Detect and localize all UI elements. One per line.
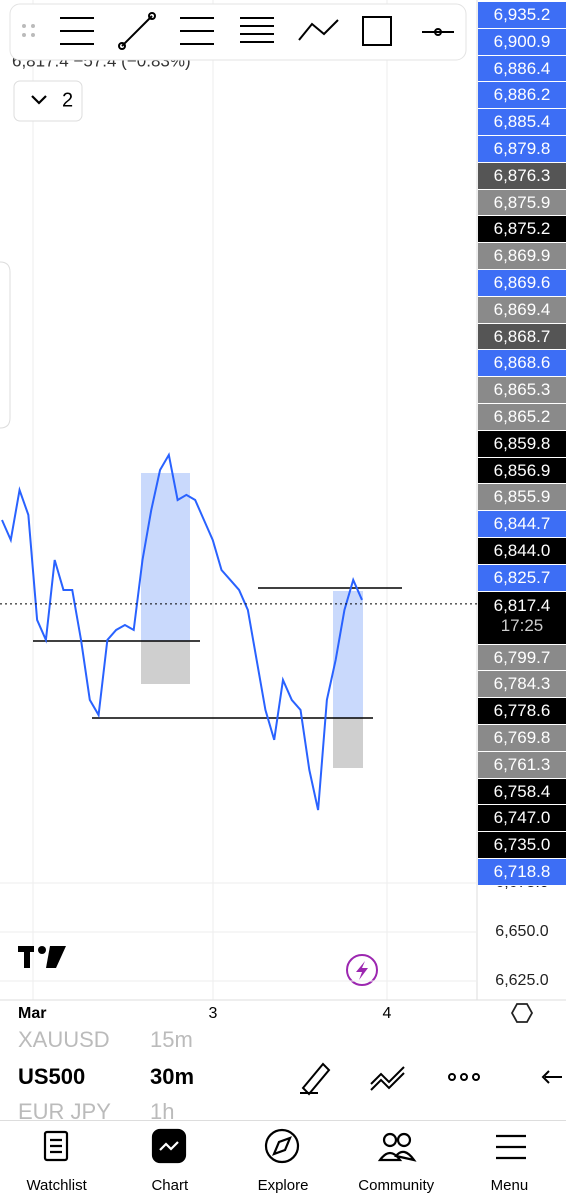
x-label: 3 — [209, 1005, 218, 1022]
price-labels: 6,935.2 6,900.9 6,886.4 6,886.2 6,885.4 6,879… — [478, 2, 566, 886]
interval[interactable]: 1h — [150, 1099, 175, 1124]
current-price-badge: 6,817.4 17:25 — [478, 591, 566, 645]
lightning-icon[interactable] — [346, 954, 378, 986]
price-badge: 6,856.9 — [478, 457, 566, 485]
countdown: 17:25 — [500, 615, 544, 635]
price-badge: 6,859.8 — [478, 430, 566, 458]
nav-item[interactable]: Watchlist — [26, 1177, 87, 1194]
long-position-stop — [141, 641, 190, 684]
price-badge: 6,869.9 — [478, 243, 566, 270]
toolbar — [9, 3, 467, 61]
price-badge: 6,761.3 — [478, 751, 566, 779]
nav-item[interactable]: Menu — [490, 1177, 529, 1194]
price-badge: 6,758.4 — [478, 778, 566, 806]
price-badge: 6,885.4 — [478, 109, 566, 136]
interval[interactable]: 30m — [150, 1064, 195, 1089]
price-badge: 6,784.3 — [478, 671, 566, 699]
price-badge: 6,875.2 — [478, 216, 566, 244]
current-price: 6,817.4 — [493, 595, 551, 615]
price-badge: 6,869.4 — [478, 296, 566, 324]
bottom-icons[interactable] — [300, 1062, 562, 1096]
long-position-stop — [333, 718, 363, 768]
price-badge: 6,935.2 — [478, 2, 566, 29]
price-badge: 6,844.0 — [478, 537, 566, 565]
nav-icons[interactable] — [43, 1128, 526, 1164]
tv-logo — [18, 946, 66, 968]
price-badge: 6,855.9 — [478, 484, 566, 512]
price-badge: 6,769.8 — [478, 724, 566, 752]
price-badge: 6,844.7 — [478, 511, 566, 538]
price-badge: 6,778.6 — [478, 698, 566, 725]
price-badge: 6,900.9 — [478, 28, 566, 56]
side-panel-edge — [0, 261, 11, 429]
indicator-toggle[interactable] — [13, 80, 83, 122]
indicator-count: 2 — [62, 89, 73, 111]
x-label: 4 — [383, 1005, 392, 1022]
symbol[interactable]: XAUUSD — [18, 1027, 110, 1052]
settings-icon[interactable] — [510, 1003, 534, 1023]
price-badge: 6,747.0 — [478, 805, 566, 833]
y-tick-label: 6,650.0 — [495, 923, 548, 940]
symbol[interactable]: EUR JPY — [18, 1099, 111, 1124]
price-badge: 6,865.3 — [478, 377, 566, 404]
nav-item[interactable]: Community — [358, 1177, 435, 1194]
y-tick-label: 6,625.0 — [495, 972, 548, 989]
price-badge: 6,879.8 — [478, 135, 566, 163]
price-badge: 6,865.2 — [478, 403, 566, 431]
long-position-profit — [141, 473, 190, 641]
price-badge: 6,825.7 — [478, 564, 566, 592]
price-line — [1, 452, 363, 811]
x-label: Mar — [18, 1005, 46, 1022]
price-badge: 6,875.9 — [478, 189, 566, 217]
symbol[interactable]: US500 — [18, 1064, 86, 1089]
bottom-nav: Watchlist Chart Explore Community Menu — [0, 1120, 566, 1201]
price-badge: 6,869.6 — [478, 269, 566, 297]
price-badge: 6,799.7 — [478, 644, 566, 672]
long-position-profit — [333, 591, 363, 718]
price-badge: 6,876.3 — [478, 162, 566, 190]
price-badge: 6,735.0 — [478, 832, 566, 859]
price-badge: 6,718.8 — [478, 858, 566, 886]
price-badge: 6,868.6 — [478, 350, 566, 378]
price-badge: 6,868.7 — [478, 323, 566, 351]
nav-item[interactable]: Explore — [257, 1177, 309, 1194]
price-badge: 6,886.2 — [478, 82, 566, 110]
price-badge: 6,886.4 — [478, 55, 566, 83]
nav-item[interactable]: Chart — [151, 1177, 189, 1194]
interval[interactable]: 15m — [150, 1027, 193, 1052]
